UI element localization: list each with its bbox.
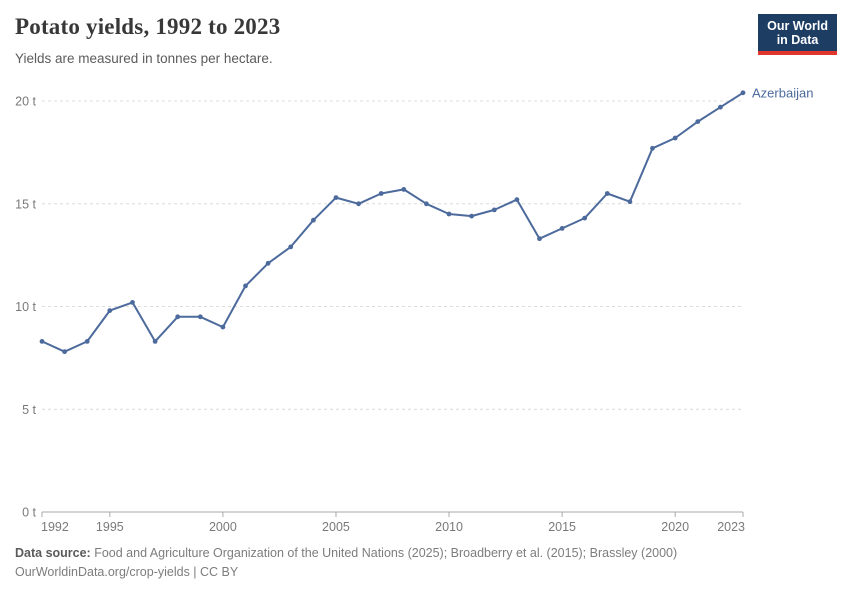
line-chart: 0 t 5 t 10 t 15 t 20 t 1992 1995 2000 2005 2010 20… — [15, 85, 813, 535]
data-point-marker — [378, 191, 384, 196]
x-tick-label: 2000 — [209, 520, 237, 534]
x-tick-label: 2023 — [717, 520, 745, 534]
data-point-marker — [718, 104, 723, 110]
data-point-marker — [288, 244, 294, 250]
chart-footer: Data source: Food and Agriculture Organi… — [15, 544, 835, 583]
data-point-marker — [740, 90, 746, 96]
data-point-marker — [107, 308, 113, 313]
data-point-marker — [84, 339, 90, 344]
owid-logo-line2: in Data — [776, 33, 819, 48]
data-point-marker — [401, 187, 407, 192]
x-tick-label: 2005 — [322, 520, 350, 534]
owid-logo-line1: Our World — [767, 19, 828, 33]
x-tick-label: 2015 — [548, 520, 576, 534]
license-line: OurWorldinData.org/crop-yields | CC BY — [15, 565, 239, 580]
data-point-marker — [243, 283, 248, 289]
data-point-marker — [175, 314, 181, 320]
owid-logo: Our World in Data — [758, 14, 837, 55]
data-point-marker — [197, 314, 203, 320]
data-point-marker — [62, 349, 67, 355]
data-point-marker — [265, 260, 271, 266]
axis-labels: 0 t 5 t 10 t 15 t 20 t 1992 1995 2000 2005 2010 20… — [15, 95, 745, 535]
data-point-marker — [424, 201, 429, 207]
x-tick-label: 1992 — [41, 520, 69, 534]
data-point-marker — [627, 199, 633, 205]
data-source-text: Food and Agriculture Organization of the… — [90, 546, 678, 560]
data-point-marker — [559, 226, 565, 231]
data-point-marker — [356, 201, 361, 207]
data-point-marker — [672, 135, 678, 141]
data-point-marker — [39, 339, 45, 344]
series-end-label: Azerbaijan — [752, 85, 813, 100]
x-axis — [41, 511, 744, 517]
data-source-label: Data source: — [15, 546, 91, 560]
data-point-marker — [469, 213, 474, 219]
series-line — [41, 91, 744, 353]
data-point-marker — [695, 119, 701, 124]
chart-title: Potato yields, 1992 to 2023 — [15, 14, 281, 39]
data-point-marker — [446, 211, 452, 217]
data-point-marker — [650, 145, 655, 151]
x-tick-label: 2010 — [435, 520, 463, 534]
y-tick-label: 0 t — [22, 506, 36, 520]
y-tick-label: 10 t — [15, 300, 36, 314]
data-point-marker — [491, 207, 497, 213]
data-point-marker — [537, 236, 542, 242]
chart-subtitle: Yields are measured in tonnes per hectar… — [15, 51, 273, 66]
data-point-marker — [514, 197, 520, 202]
data-point-marker — [311, 217, 316, 223]
x-tick-label: 1995 — [96, 520, 124, 534]
data-point-marker — [333, 195, 339, 200]
data-point-marker — [152, 339, 158, 344]
y-tick-label: 20 t — [15, 95, 36, 109]
y-tick-label: 15 t — [15, 197, 36, 211]
data-point-marker — [604, 191, 610, 196]
y-tick-label: 5 t — [22, 403, 36, 417]
data-source-line: Data source: Food and Agriculture Organi… — [15, 544, 835, 563]
data-point-marker — [130, 300, 135, 305]
gridlines — [42, 100, 743, 410]
x-tick-label: 2020 — [661, 520, 689, 534]
series-markers — [39, 90, 746, 355]
data-point-marker — [582, 215, 588, 221]
data-point-marker — [220, 324, 226, 330]
